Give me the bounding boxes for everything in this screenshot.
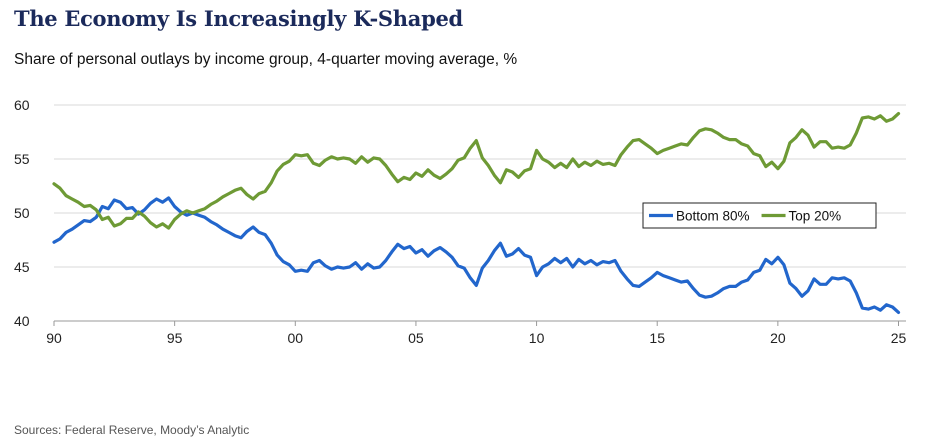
x-tick-label-25: 25 [891, 330, 907, 346]
gridlines [54, 104, 906, 268]
y-tick-label-40: 40 [14, 313, 30, 329]
chart-subtitle: Share of personal outlays by income grou… [14, 51, 518, 68]
legend: Bottom 80% Top 20% [642, 202, 877, 229]
x-tick-label-95: 95 [167, 330, 183, 346]
y-tick-label-55: 55 [14, 151, 30, 167]
x-tick-label-00: 00 [287, 330, 303, 346]
y-tick-label-45: 45 [14, 259, 30, 275]
legend-label-bottom-80: Bottom 80% [676, 209, 750, 224]
series-lines [52, 112, 901, 314]
x-tick-label-05: 05 [408, 330, 424, 346]
x-tick-label-10: 10 [529, 330, 545, 346]
y-tick-label-50: 50 [14, 205, 30, 221]
legend-label-top-20: Top 20% [789, 209, 842, 224]
y-tick-label-60: 60 [14, 97, 30, 113]
legend-box [642, 202, 877, 229]
series-line-top-20 [52, 112, 901, 230]
x-tick-label-90: 90 [46, 330, 62, 346]
x-tick-label-20: 20 [770, 330, 786, 346]
chart-title: The Economy Is Increasingly K-Shaped [14, 6, 463, 31]
source-note: Sources: Federal Reserve, Moody’s Analyt… [14, 423, 250, 437]
axes: 40 45 50 55 60 90 95 00 05 10 15 20 25 [14, 97, 906, 346]
x-tick-label-15: 15 [649, 330, 665, 346]
